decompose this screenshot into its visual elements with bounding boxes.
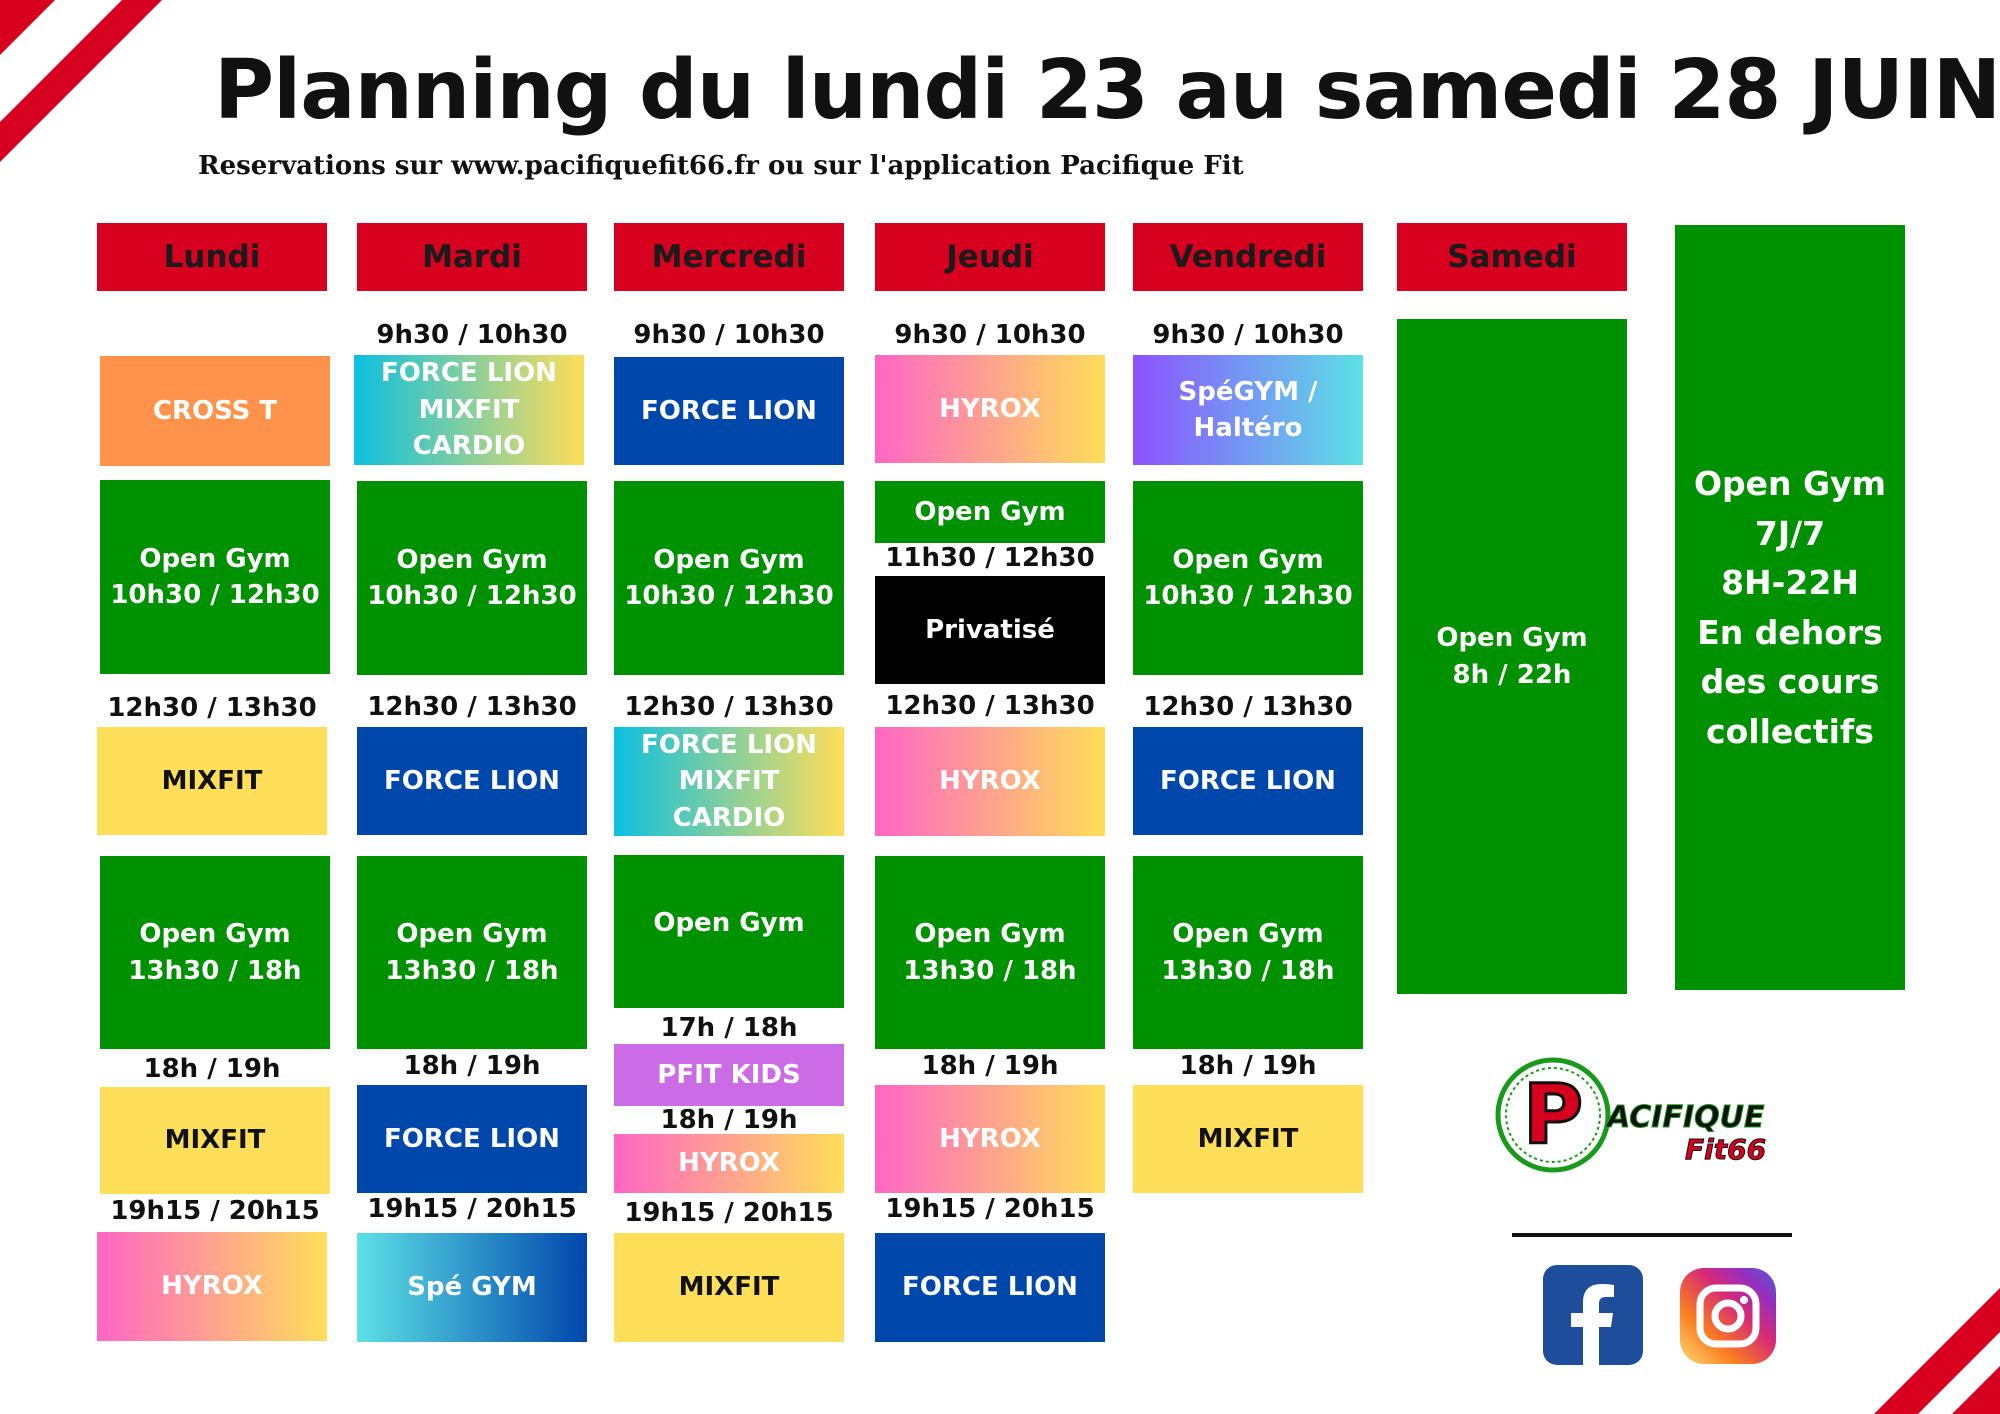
time-slot: 18h / 19h bbox=[403, 1051, 541, 1081]
class-block-open-gym: Open Gym 13h30 / 18h bbox=[1133, 856, 1363, 1049]
day-header-mercredi: Mercredi bbox=[614, 223, 844, 291]
divider-line bbox=[1512, 1233, 1792, 1237]
time-slot: 19h15 / 20h15 bbox=[110, 1196, 320, 1226]
class-block-hyrox: HYROX bbox=[875, 355, 1105, 463]
reservation-subtitle: Reservations sur www.pacifiquefit66.fr o… bbox=[198, 151, 1244, 181]
class-block-force-lion: FORCE LION bbox=[614, 357, 844, 465]
time-slot: 9h30 / 10h30 bbox=[376, 320, 568, 350]
day-header-vendredi: Vendredi bbox=[1133, 223, 1363, 291]
corner-stripe-bottom-right bbox=[1874, 1288, 2000, 1414]
time-slot: 19h15 / 20h15 bbox=[367, 1194, 577, 1224]
class-block-force-lion: FORCE LION bbox=[875, 1233, 1105, 1342]
class-block-open-gym: Open Gym bbox=[614, 855, 844, 1008]
time-slot: 18h / 19h bbox=[660, 1105, 798, 1135]
time-slot: 12h30 / 13h30 bbox=[624, 692, 834, 722]
day-header-mardi: Mardi bbox=[357, 223, 587, 291]
page-title: Planning du lundi 23 au samedi 28 JUIN bbox=[214, 43, 2000, 138]
class-block-pfit-kids: PFIT KIDS bbox=[614, 1044, 844, 1106]
class-block-hyrox: HYROX bbox=[875, 727, 1105, 836]
pacifique-fit-logo: P ACIFIQUE Fit66 bbox=[1495, 1055, 1805, 1175]
class-block-open-gym: Open Gym bbox=[875, 481, 1105, 543]
open-gym-info-box: Open Gym 7J/7 8H-22H En dehors des cours… bbox=[1675, 225, 1905, 990]
class-block-open-gym: Open Gym 13h30 / 18h bbox=[875, 856, 1105, 1049]
day-header-lundi: Lundi bbox=[97, 223, 327, 291]
time-slot: 9h30 / 10h30 bbox=[1152, 320, 1344, 350]
class-block-mixfit: MIXFIT bbox=[100, 1087, 330, 1194]
class-block-hyrox: HYROX bbox=[875, 1085, 1105, 1193]
class-block-privatise: Privatisé bbox=[875, 576, 1105, 684]
time-slot: 9h30 / 10h30 bbox=[894, 320, 1086, 350]
class-block-hyrox: HYROX bbox=[97, 1232, 327, 1341]
svg-text:ACIFIQUE: ACIFIQUE bbox=[1605, 1100, 1765, 1135]
corner-stripe-top-left bbox=[0, 0, 162, 162]
time-slot: 18h / 19h bbox=[143, 1054, 281, 1084]
class-block-spe-gym: Spé GYM bbox=[357, 1233, 587, 1342]
class-block-spegym-haltero: SpéGYM / Haltéro bbox=[1133, 355, 1363, 465]
class-block-mixfit: MIXFIT bbox=[614, 1233, 844, 1342]
time-slot: 12h30 / 13h30 bbox=[367, 692, 577, 722]
class-block-cross-t: CROSS T bbox=[100, 356, 330, 466]
instagram-icon[interactable] bbox=[1680, 1268, 1776, 1364]
time-slot: 19h15 / 20h15 bbox=[624, 1198, 834, 1228]
class-block-open-gym: Open Gym 10h30 / 12h30 bbox=[100, 480, 330, 674]
time-slot: 18h / 19h bbox=[921, 1051, 1059, 1081]
time-slot: 18h / 19h bbox=[1179, 1051, 1317, 1081]
class-block-hyrox: HYROX bbox=[614, 1134, 844, 1193]
time-slot: 12h30 / 13h30 bbox=[1143, 692, 1353, 722]
class-block-open-gym: Open Gym 13h30 / 18h bbox=[100, 856, 330, 1049]
time-slot: 11h30 / 12h30 bbox=[885, 543, 1095, 573]
time-slot: 12h30 / 13h30 bbox=[107, 693, 317, 723]
class-block-force-lion: FORCE LION bbox=[357, 1085, 587, 1193]
svg-text:P: P bbox=[1523, 1068, 1583, 1163]
class-block-force-lion-mixfit-cardio: FORCE LION MIXFIT CARDIO bbox=[614, 727, 844, 836]
class-block-mixfit: MIXFIT bbox=[1133, 1085, 1363, 1193]
svg-text:Fit66: Fit66 bbox=[1685, 1133, 1766, 1166]
class-block-open-gym-samedi: Open Gym 8h / 22h bbox=[1397, 319, 1627, 994]
day-header-jeudi: Jeudi bbox=[875, 223, 1105, 291]
class-block-force-lion: FORCE LION bbox=[1133, 727, 1363, 835]
class-block-mixfit: MIXFIT bbox=[97, 727, 327, 835]
time-slot: 9h30 / 10h30 bbox=[633, 320, 825, 350]
time-slot: 17h / 18h bbox=[660, 1013, 798, 1043]
facebook-icon[interactable] bbox=[1543, 1265, 1643, 1365]
class-block-open-gym: Open Gym 10h30 / 12h30 bbox=[1133, 481, 1363, 675]
class-block-open-gym: Open Gym 13h30 / 18h bbox=[357, 856, 587, 1049]
class-block-force-lion: FORCE LION bbox=[357, 727, 587, 835]
class-block-open-gym: Open Gym 10h30 / 12h30 bbox=[357, 481, 587, 675]
class-block-force-lion-mixfit-cardio: FORCE LION MIXFIT CARDIO bbox=[354, 355, 584, 465]
time-slot: 12h30 / 13h30 bbox=[885, 691, 1095, 721]
time-slot: 19h15 / 20h15 bbox=[885, 1194, 1095, 1224]
class-block-open-gym: Open Gym 10h30 / 12h30 bbox=[614, 481, 844, 675]
day-header-samedi: Samedi bbox=[1397, 223, 1627, 291]
